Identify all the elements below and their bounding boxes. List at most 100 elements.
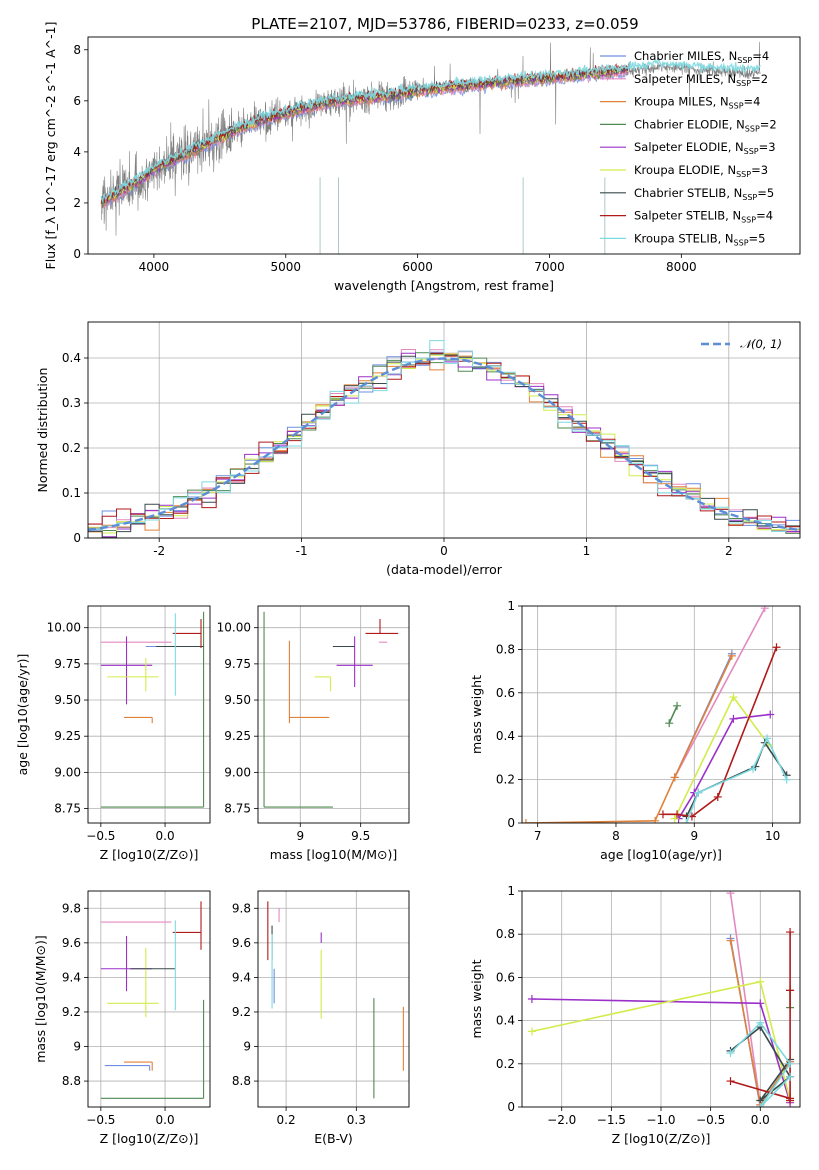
axes-frame [521,605,801,824]
x-tick-label: −0.5 [86,1113,115,1127]
axes-frame [87,36,801,255]
plot-area [88,606,210,823]
x-tick-label: 7 [534,829,542,843]
y-tick-label: 9.2 [62,1005,81,1019]
x-tick-label: −0.5 [86,829,115,843]
y-tick-label: 8.8 [232,1074,251,1088]
weight-marker-8 [763,734,772,743]
x-tick-label: 1 [583,544,591,558]
y-tick-label: 1 [507,884,515,898]
model-spectrum-6 [100,65,629,204]
y-tick-label: 0 [73,531,81,545]
y-tick-label: 0.4 [62,351,81,365]
ticks: −0.5 0.0 8.8 9 9.2 9.4 9.6 9.8 [62,901,175,1127]
y-tick-label: 0.2 [496,1057,515,1071]
weight-line-3 [668,705,678,724]
y-axis-label: Normed distribution [35,368,50,493]
y-tick-label: 0 [73,247,81,261]
axes-frame [87,321,801,539]
model-spectrum-7 [100,63,629,204]
y-tick-label: 9.8 [232,901,251,915]
y-tick-label: 9.8 [62,901,81,915]
x-tick-label: 9.5 [351,829,370,843]
legend-entry: Chabrier ELODIE, NSSP=2 [634,117,777,133]
ticks: 4000 5000 6000 7000 8000 0 2 4 6 8 [73,43,696,274]
weight-marker-8 [786,1072,795,1081]
y-tick-label: 0 [507,1100,515,1114]
plot-area [522,891,800,1107]
x-axis-label: wavelength [Angstrom, rest frame] [334,278,554,293]
legend-entry: Chabrier STELIB, NSSP=5 [634,186,774,202]
ticks: 9 9.5 8.75 9.00 9.25 9.50 9.75 10.00 [217,621,371,843]
y-tick-label: 9.50 [54,693,81,707]
y-tick-label: 6 [73,94,81,108]
axes-frame [87,605,211,824]
weight-marker-1 [760,606,769,613]
panel-age-vs-mass: 9 9.5 8.75 9.00 9.25 9.50 9.75 10.00 mass [log10… [217,605,410,862]
x-axis-label: Z [log10(Z/Z⊙)] [100,1131,199,1146]
panel-mass-vs-Z: −0.5 0.0 8.8 9 9.2 9.4 9.6 9.8 Z [log10(Z/Z⊙)] ma… [33,890,211,1146]
x-tick-label: 10 [765,829,780,843]
x-axis-label: Z [log10(Z/Z⊙)] [612,1131,711,1146]
ticks: 0.2 0.3 8.8 9 9.2 9.4 9.6 9.8 [232,901,366,1127]
weight-marker-8 [682,819,691,823]
x-tick-label: 8 [612,829,620,843]
y-tick-label: 9 [73,1040,81,1054]
x-tick-label: 0.0 [156,1113,175,1127]
x-tick-label: -1 [296,544,308,558]
weight-marker-7 [726,1077,735,1086]
y-tick-label: 9.25 [224,729,251,743]
x-tick-label: −1.5 [597,1113,626,1127]
panel-massweight-vs-age: 7 8 9 10 0 0.2 0.4 0.6 0.8 1 age [log10(age/yr)] ma… [469,599,801,862]
x-axis-label: Z [log10(Z/Z⊙)] [100,847,199,862]
weight-marker-5 [756,977,765,986]
y-tick-label: 8.75 [54,802,81,816]
y-tick-label: 9.75 [224,657,251,671]
model-spectrum-1 [100,69,629,209]
ticks: -2 -1 0 1 2 0 0.1 0.2 0.3 0.4 [62,351,733,558]
legend: Chabrier MILES, NSSP=4 Salpeter MILES, NS… [600,49,777,247]
y-tick-label: 1 [507,599,515,613]
y-tick-label: 9 [243,1040,251,1054]
weight-marker-3 [673,701,682,710]
y-tick-label: 8 [73,43,81,57]
weight-line-4 [677,713,771,820]
y-tick-label: 9.2 [232,1005,251,1019]
legend-entry: Kroupa STELIB, NSSP=5 [634,231,765,247]
y-tick-label: 9.00 [224,765,251,779]
y-axis-label: mass weight [469,675,484,754]
model-spectrum-4 [100,66,629,204]
weight-marker-7 [772,643,781,652]
x-axis-label: mass [log10(M/M⊙)] [270,847,398,862]
legend-entry: 𝒩(0, 1) [740,337,782,351]
x-axis-label: E(B-V) [314,1131,353,1146]
weight-marker-7 [713,792,722,801]
weight-marker-7 [658,810,667,819]
y-axis-label: mass [log10(M/M⊙)] [33,935,48,1063]
y-tick-label: 8.75 [224,802,251,816]
weight-marker-4 [756,999,765,1008]
ticks: −2.0 −1.5 −1.0 −0.5 0.0 0 0.2 0.4 0.6 0.8 1 [496,884,770,1127]
legend: 𝒩(0, 1) [701,337,782,351]
x-tick-label: 8000 [666,260,697,274]
ticks: 7 8 9 10 0 0.2 0.4 0.6 0.8 1 [496,599,780,843]
axes-frame [87,890,211,1108]
y-tick-label: 9.25 [54,729,81,743]
weight-marker-4 [527,995,536,1003]
y-axis-label: mass weight [469,959,484,1038]
legend-entry: Salpeter MILES, NSSP=2 [634,72,768,88]
y-tick-label: 0.8 [496,927,515,941]
weight-marker-1 [726,891,735,898]
weight-marker-8 [756,1103,765,1107]
y-tick-label: 0.2 [496,773,515,787]
weight-line-2 [525,655,733,823]
y-tick-label: 9.6 [62,936,81,950]
y-tick-label: 10.00 [217,621,251,635]
weight-marker-7 [786,928,795,937]
weight-marker-7 [673,810,682,819]
y-axis-label: Flux [f_λ 10^-17 erg cm^-2 s^-1 A^-1] [43,22,58,270]
weight-marker-7 [786,986,795,995]
weight-marker-8 [726,1049,735,1057]
